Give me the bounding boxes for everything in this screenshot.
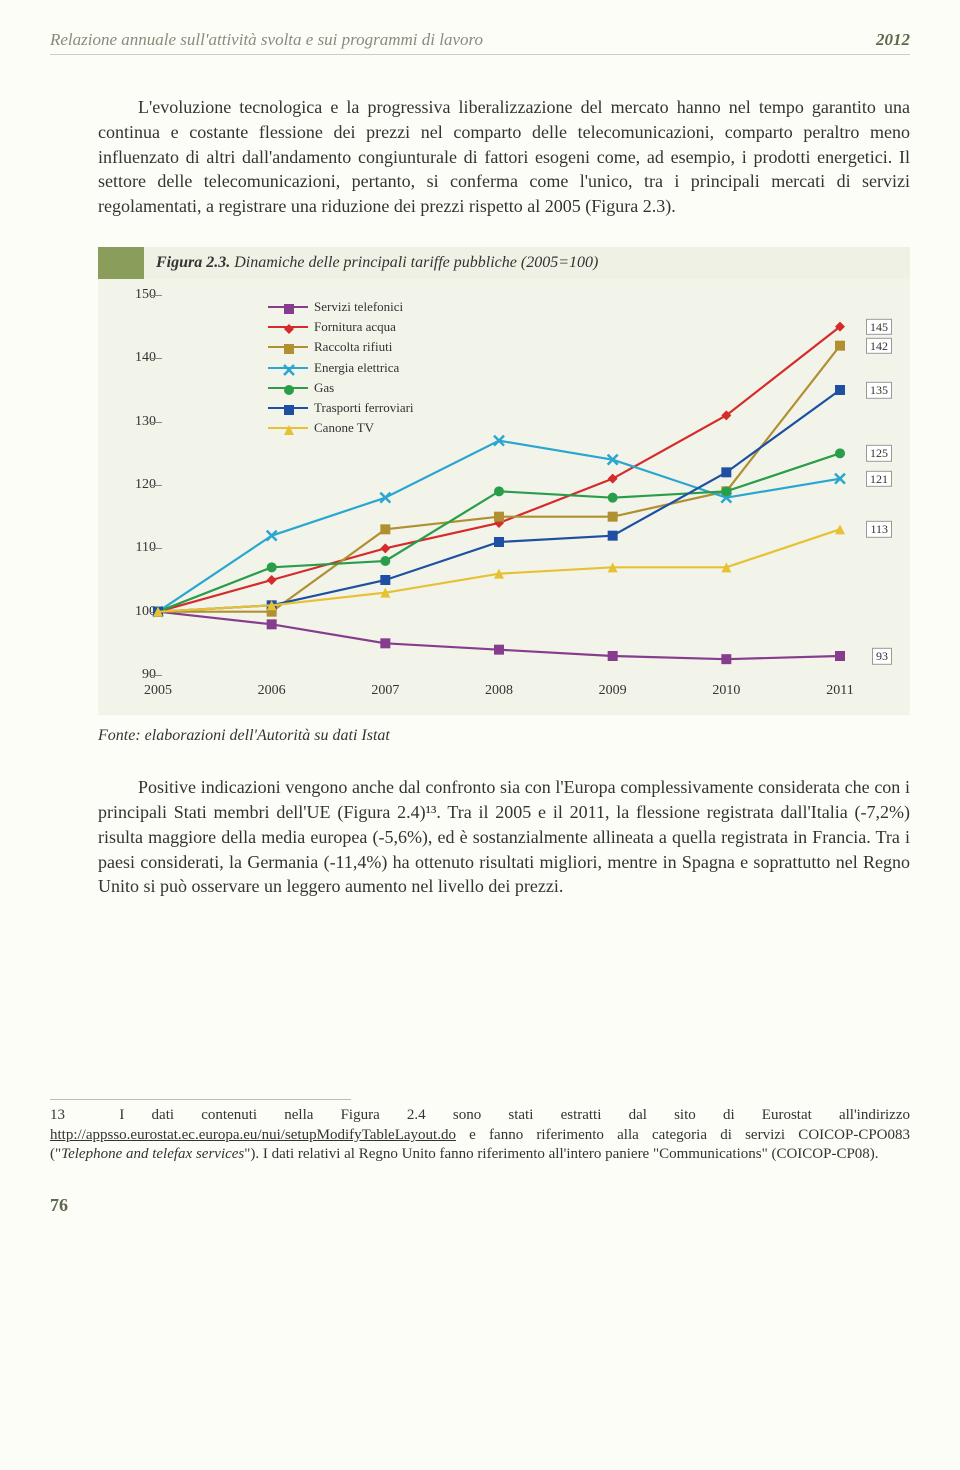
footnote-separator bbox=[50, 1099, 351, 1100]
value-label: 125 bbox=[866, 445, 892, 461]
footnote-link[interactable]: http://appsso.eurostat.ec.europa.eu/nui/… bbox=[50, 1127, 456, 1143]
header-year: 2012 bbox=[876, 30, 910, 50]
y-tick: 120 bbox=[108, 477, 156, 493]
x-tick: 2006 bbox=[258, 683, 286, 699]
legend-item: Servizi telefonici bbox=[268, 297, 414, 317]
y-tick: 140 bbox=[108, 350, 156, 366]
figure-title-bar: Figura 2.3. Dinamiche delle principali t… bbox=[98, 247, 910, 279]
x-tick: 2009 bbox=[599, 683, 627, 699]
x-tick: 2005 bbox=[144, 683, 172, 699]
legend-label: Energia elettrica bbox=[314, 358, 399, 378]
legend-label: Canone TV bbox=[314, 418, 374, 438]
value-label: 135 bbox=[866, 382, 892, 398]
value-label: 121 bbox=[866, 471, 892, 487]
footnote-marker: 13 bbox=[50, 1107, 65, 1123]
x-tick: 2010 bbox=[712, 683, 740, 699]
legend-label: Raccolta rifiuti bbox=[314, 337, 392, 357]
y-tick: 90 bbox=[108, 667, 156, 683]
x-tick: 2007 bbox=[371, 683, 399, 699]
figure-source: Fonte: elaborazioni dell'Autorità su dat… bbox=[98, 727, 910, 745]
page-header: Relazione annuale sull'attività svolta e… bbox=[50, 30, 910, 55]
header-title: Relazione annuale sull'attività svolta e… bbox=[50, 30, 483, 50]
legend-label: Trasporti ferroviari bbox=[314, 398, 414, 418]
value-label: 145 bbox=[866, 319, 892, 335]
document-page: Relazione annuale sull'attività svolta e… bbox=[0, 0, 960, 1470]
figure-2-3: Figura 2.3. Dinamiche delle principali t… bbox=[98, 247, 910, 715]
footnote-italic: Telephone and telefax services bbox=[61, 1146, 244, 1162]
paragraph-1: L'evoluzione tecnologica e la progressiv… bbox=[98, 95, 910, 219]
y-tick: 100 bbox=[108, 604, 156, 620]
figure-caption: Dinamiche delle principali tariffe pubbl… bbox=[230, 254, 598, 271]
paragraph-2: Positive indicazioni vengono anche dal c… bbox=[98, 775, 910, 899]
legend-item: Trasporti ferroviari bbox=[268, 398, 414, 418]
legend-label: Gas bbox=[314, 378, 334, 398]
footnote-text-a: I dati contenuti nella Figura 2.4 sono s… bbox=[119, 1107, 910, 1123]
chart-legend: Servizi telefoniciFornitura acquaRaccolt… bbox=[268, 297, 414, 438]
value-label: 113 bbox=[866, 521, 892, 537]
value-label: 142 bbox=[866, 338, 892, 354]
legend-label: Fornitura acqua bbox=[314, 317, 396, 337]
figure-label: Figura 2.3. bbox=[156, 254, 230, 271]
page-number: 76 bbox=[50, 1195, 910, 1216]
footnote-13: 13 I dati contenuti nella Figura 2.4 son… bbox=[50, 1106, 910, 1165]
y-tick: 150 bbox=[108, 287, 156, 303]
y-tick: 110 bbox=[108, 540, 156, 556]
legend-item: Raccolta rifiuti bbox=[268, 337, 414, 357]
line-chart: 9010011012013014015020052006200720082009… bbox=[158, 295, 840, 675]
value-label: 93 bbox=[872, 648, 892, 664]
legend-item: Energia elettrica bbox=[268, 358, 414, 378]
legend-item: Canone TV bbox=[268, 418, 414, 438]
x-tick: 2011 bbox=[826, 683, 853, 699]
legend-label: Servizi telefonici bbox=[314, 297, 403, 317]
footnote-text-c: "). I dati relativi al Regno Unito fanno… bbox=[244, 1146, 878, 1162]
legend-item: Fornitura acqua bbox=[268, 317, 414, 337]
x-tick: 2008 bbox=[485, 683, 513, 699]
chart-container: 90 100 110 120 130 140 150 2005 2006 2007 2008 2009… bbox=[98, 279, 910, 715]
y-tick: 130 bbox=[108, 414, 156, 430]
legend-item: Gas bbox=[268, 378, 414, 398]
